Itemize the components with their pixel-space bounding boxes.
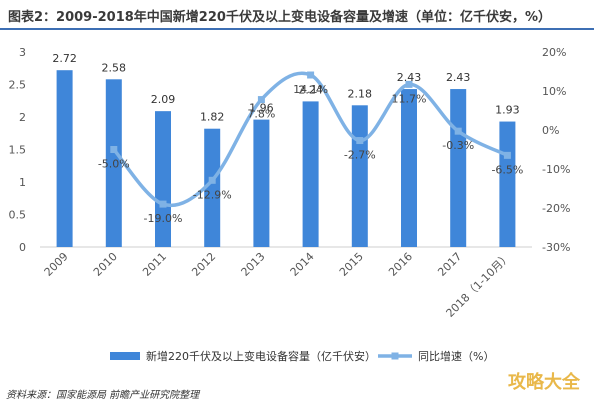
growth-point	[405, 80, 413, 88]
growth-point	[110, 146, 118, 153]
growth-point	[356, 137, 364, 145]
line-value-label: -19.0%	[144, 212, 183, 225]
bar	[155, 111, 171, 248]
bar-value-label: 1.93	[495, 104, 520, 117]
bar	[450, 89, 467, 247]
bar-value-label: 2.43	[397, 71, 422, 84]
bar	[204, 128, 221, 247]
y-left-tick-label: 0	[19, 241, 26, 254]
bar	[253, 119, 270, 247]
y-right-tick-label: -20%	[542, 202, 570, 215]
watermark-logo: 攻略大全	[508, 368, 580, 394]
bar	[401, 89, 417, 247]
growth-point	[454, 127, 462, 135]
legend-line-marker	[391, 352, 399, 360]
x-tick-label: 2017	[435, 250, 464, 279]
line-value-label: -0.3%	[442, 139, 474, 152]
x-tick-label: 2012	[189, 250, 218, 279]
y-left-tick-label: 2	[19, 111, 26, 124]
bar-value-label: 2.72	[52, 52, 77, 65]
growth-point	[257, 96, 265, 104]
line-value-label: 11.7%	[392, 92, 427, 105]
x-tick-label: 2011	[140, 250, 169, 279]
line-value-label: -6.5%	[491, 163, 523, 176]
bar-value-label: 2.43	[446, 71, 471, 84]
y-right-tick-label: 10%	[542, 85, 566, 98]
x-tick-label: 2013	[239, 250, 268, 279]
x-tick-label: 2015	[337, 250, 366, 279]
bar-value-label: 2.09	[151, 93, 176, 106]
growth-point	[208, 176, 216, 184]
bar	[302, 101, 319, 248]
x-tick-label: 2009	[42, 250, 71, 279]
y-left-tick-label: 1.5	[9, 144, 27, 157]
x-tick-label: 2016	[386, 250, 415, 279]
bar-value-label: 1.96	[249, 102, 274, 115]
watermark-text: 攻略大全	[508, 372, 580, 393]
bar	[351, 105, 368, 247]
y-left-tick-label: 3	[19, 46, 26, 59]
line-value-label: 7.8%	[247, 108, 275, 121]
growth-point	[307, 71, 315, 79]
y-right-tick-label: 0%	[542, 124, 559, 137]
bar-value-label: 2.18	[348, 87, 373, 100]
title-rule	[0, 28, 594, 30]
y-left-tick-label: 1	[19, 176, 26, 189]
legend-bar-label: 新增220千伏及以上变电设备容量（亿千伏安）	[146, 349, 376, 363]
y-left-tick-label: 2.5	[9, 79, 27, 92]
line-value-label: -2.7%	[344, 149, 376, 162]
x-tick-label: 2014	[288, 250, 317, 279]
y-left-tick-label: 0.5	[9, 209, 27, 222]
legend-bar-swatch	[110, 352, 140, 360]
y-right-tick-label: -30%	[542, 241, 570, 254]
line-value-label: 14.1%	[293, 83, 328, 96]
chart-title: 图表2：2009-2018年中国新增220千伏及以上变电设备容量及增速（单位：亿…	[8, 10, 551, 25]
growth-point	[159, 200, 167, 208]
bar	[105, 79, 122, 247]
growth-point	[503, 151, 511, 159]
bar-value-label: 2.24	[298, 83, 323, 96]
y-right-tick-label: -10%	[542, 163, 570, 176]
line-value-label: -12.9%	[193, 188, 232, 201]
x-tick-label: 2010	[91, 250, 120, 279]
y-right-tick-label: 20%	[542, 46, 566, 59]
legend-line-label: 同比增速（%）	[418, 349, 494, 363]
bar	[56, 70, 73, 247]
bar-value-label: 1.82	[200, 111, 225, 124]
line-value-label: -5.0%	[98, 158, 130, 171]
source-note: 资料来源：国家能源局 前瞻产业研究院整理	[6, 390, 200, 401]
bar-value-label: 2.58	[102, 61, 127, 74]
bar	[499, 121, 516, 247]
